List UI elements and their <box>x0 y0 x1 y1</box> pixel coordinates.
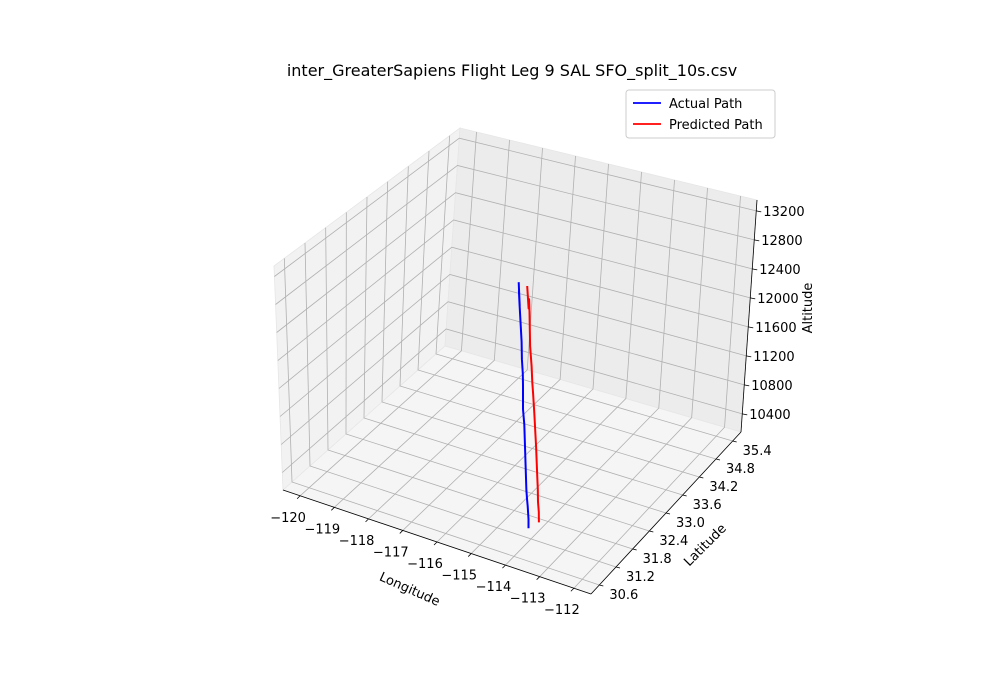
y-tick-mark <box>665 512 671 515</box>
z-grid-line <box>275 165 755 305</box>
x-tick-mark <box>536 576 540 580</box>
x-tick-label: −118 <box>339 534 375 549</box>
series-line-actual <box>517 282 530 529</box>
x-tick-mark <box>331 507 335 511</box>
y-grid-line <box>345 212 650 532</box>
legend-label-actual: Actual Path <box>669 97 742 112</box>
x-grid-line <box>368 147 543 520</box>
y-grid-line <box>363 196 667 514</box>
x-tick-label: −120 <box>270 511 306 526</box>
z-tick-mark <box>756 210 762 213</box>
x-axis-line <box>282 489 592 595</box>
x-tick-mark <box>467 553 472 557</box>
z-tick-mark <box>746 355 752 358</box>
y-tick-mark <box>682 494 687 497</box>
y-tick-label: 35.4 <box>743 444 772 459</box>
x-tick-label: −117 <box>373 545 409 560</box>
x-tick-mark <box>570 587 575 592</box>
x-grid-line <box>539 187 708 577</box>
y-tick-label: 33.6 <box>693 498 722 513</box>
x-tick-mark <box>296 495 301 500</box>
x-grid-line <box>505 179 675 566</box>
legend: Actual Path Predicted Path <box>625 89 776 139</box>
z-tick-label: 12400 <box>759 263 800 278</box>
x-tick-label: −112 <box>544 603 580 618</box>
y-tick-label: 34.8 <box>726 462 755 477</box>
z-grid-line <box>279 274 747 417</box>
chart-title: inter_GreaterSapiens Flight Leg 9 SAL SF… <box>287 61 737 81</box>
grid-lines <box>274 131 757 589</box>
y-tick-mark <box>715 458 721 461</box>
z-grid-line <box>276 192 753 333</box>
z-grid-line <box>282 328 743 473</box>
x-grid-line <box>470 171 642 554</box>
z-grid-line <box>278 246 749 389</box>
y-tick-mark <box>699 476 704 479</box>
series-line-predicted <box>526 285 540 523</box>
z-grid-line <box>274 137 757 277</box>
z-tick-label: 13200 <box>763 205 804 220</box>
y-grid-line <box>304 242 617 568</box>
y-tick-label: 34.2 <box>709 480 738 495</box>
y-tick-mark <box>632 548 637 551</box>
z-tick-mark <box>744 384 750 387</box>
y-tick-mark <box>599 584 604 587</box>
y-grid-line <box>435 135 733 442</box>
y-tick-label: 32.4 <box>659 534 688 549</box>
z-tick-mark <box>750 297 756 300</box>
tick-labels: −120−119−118−117−116−115−114−113−112 30.6… <box>270 205 804 618</box>
z-tick-label: 11600 <box>755 321 796 336</box>
y-grid-line <box>381 181 683 496</box>
x-axis-label: Longitude <box>377 570 442 610</box>
z-tick-label: 11200 <box>753 350 794 365</box>
z-tick-label: 12000 <box>757 292 798 307</box>
x-tick-mark <box>433 541 438 546</box>
z-tick-label: 10800 <box>751 379 792 394</box>
y-tick-label: 33.0 <box>676 516 705 531</box>
series-lines <box>517 282 540 529</box>
y-grid-line <box>325 227 633 550</box>
y-tick-label: 31.8 <box>643 552 672 567</box>
y-tick-mark <box>615 566 621 569</box>
z-grid-line <box>277 219 751 361</box>
z-tick-mark <box>742 413 748 416</box>
z-tick-label: 12800 <box>761 234 802 249</box>
x-grid-line <box>334 139 510 508</box>
x-grid-line <box>436 163 609 543</box>
y-tick-mark <box>649 530 654 533</box>
x-tick-mark <box>399 530 404 534</box>
y-axis-line <box>590 431 742 595</box>
y-grid-line <box>399 166 700 478</box>
z-tick-mark <box>752 268 758 271</box>
x-tick-label: −116 <box>407 557 443 572</box>
x-tick-label: −114 <box>476 580 512 595</box>
x-grid-line <box>402 155 576 531</box>
z-tick-mark <box>754 239 760 242</box>
z-tick-mark <box>748 326 754 329</box>
legend-label-predicted: Predicted Path <box>669 118 763 133</box>
y-tick-mark <box>732 440 737 443</box>
x-tick-label: −115 <box>441 569 477 584</box>
y-grid-line <box>283 258 600 586</box>
axis-lines <box>282 199 762 595</box>
x-grid-line <box>573 195 741 589</box>
z-tick-label: 10400 <box>749 408 790 423</box>
z-grid-line <box>280 301 745 445</box>
x-tick-mark <box>502 564 506 569</box>
x-tick-label: −113 <box>510 592 546 607</box>
z-axis-line <box>740 199 758 433</box>
y-tick-label: 31.2 <box>626 570 655 585</box>
legend-box <box>625 89 776 139</box>
x-tick-label: −119 <box>304 522 340 537</box>
y-tick-label: 30.6 <box>609 588 638 603</box>
x-tick-mark <box>365 518 369 523</box>
x-grid-line <box>299 131 477 497</box>
z-axis-label: Altitude <box>801 283 816 334</box>
y-grid-line <box>417 150 717 460</box>
